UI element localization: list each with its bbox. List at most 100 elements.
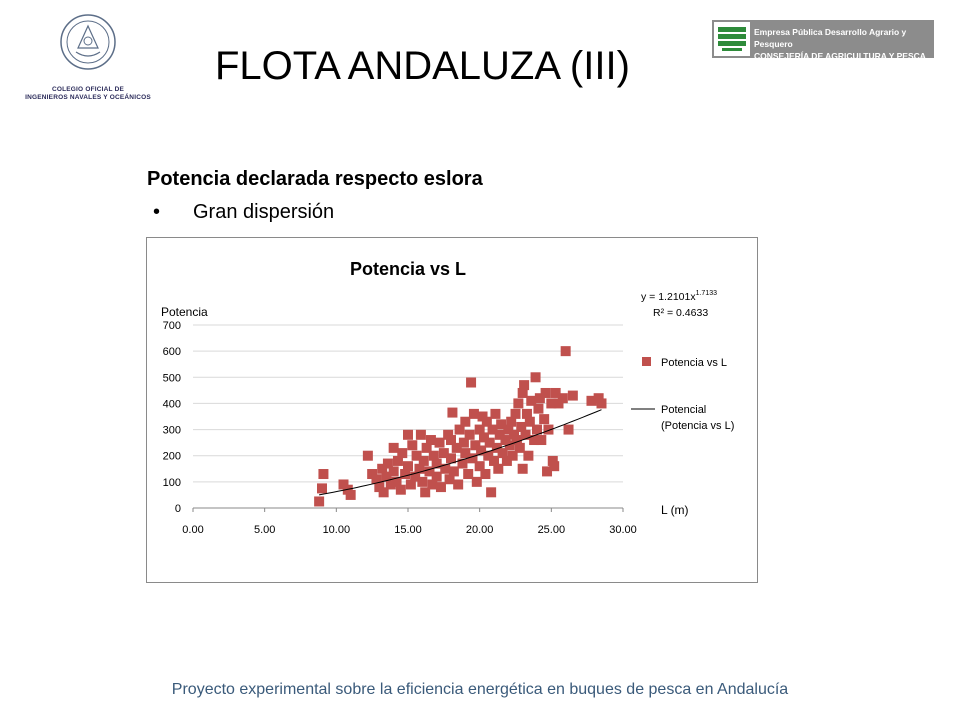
data-point <box>460 448 471 459</box>
data-point <box>400 469 411 480</box>
data-point <box>438 448 449 459</box>
data-point <box>446 435 456 446</box>
data-point <box>506 416 517 427</box>
data-point <box>460 416 471 427</box>
data-point <box>520 429 531 440</box>
data-point <box>391 476 402 487</box>
data-point <box>448 466 459 477</box>
data-point <box>496 419 507 430</box>
bullet-dot-icon: • <box>153 201 161 223</box>
data-point <box>474 424 485 435</box>
slide-subtitle: Potencia declarada respecto eslora <box>147 168 483 190</box>
x-tick-label: 30.00 <box>609 524 637 536</box>
data-point <box>517 387 528 398</box>
data-point <box>314 496 325 507</box>
data-point <box>378 487 389 498</box>
legend-label-trend-2: (Potencia vs L) <box>661 420 734 432</box>
data-point <box>447 407 458 418</box>
data-point <box>463 469 474 480</box>
y-axis-label: Potencia <box>161 305 208 319</box>
data-point <box>471 476 482 487</box>
data-point <box>440 463 451 474</box>
data-point <box>547 455 558 466</box>
data-point <box>434 437 445 448</box>
data-point <box>381 471 392 482</box>
data-point <box>529 435 540 446</box>
data-point <box>539 414 550 425</box>
data-point <box>550 387 561 398</box>
data-point <box>476 445 487 456</box>
data-point <box>474 461 485 472</box>
data-point <box>425 435 436 446</box>
data-point <box>533 403 544 414</box>
x-axis-label: L (m) <box>661 503 689 517</box>
chart-title: Potencia vs L <box>350 259 466 279</box>
bullet-item: • Gran dispersión <box>153 201 334 224</box>
junta-logo-line-2: CONSEJERÍA DE AGRICULTURA Y PESCA <box>754 51 926 61</box>
data-point <box>567 390 578 401</box>
data-point <box>586 395 597 406</box>
data-point <box>484 437 495 448</box>
data-point <box>318 469 329 480</box>
data-point <box>403 429 413 440</box>
data-point <box>557 393 568 404</box>
data-point <box>546 398 557 409</box>
data-point <box>497 448 508 459</box>
data-point <box>397 448 408 459</box>
data-point <box>458 437 469 448</box>
junta-emblem-icon <box>714 22 750 56</box>
data-point <box>504 440 515 451</box>
data-point <box>457 458 468 469</box>
data-point <box>560 346 571 357</box>
data-point <box>417 476 428 487</box>
data-point <box>507 450 518 461</box>
x-tick-label: 10.00 <box>323 524 351 536</box>
data-point <box>427 479 438 490</box>
data-point <box>523 450 534 461</box>
data-point <box>317 483 327 494</box>
data-point <box>483 450 494 461</box>
data-point <box>454 424 465 435</box>
data-point <box>493 463 504 474</box>
data-point <box>563 424 574 435</box>
data-point <box>510 408 521 419</box>
junta-andalucia-logo: Empresa Pública Desarrollo Agrario y Pes… <box>712 20 934 61</box>
data-point <box>421 442 432 453</box>
data-point <box>553 398 564 409</box>
data-point <box>453 479 464 490</box>
data-point <box>494 429 505 440</box>
data-point <box>477 411 488 422</box>
data-point <box>526 395 537 406</box>
data-point <box>405 479 416 490</box>
colegio-logo-text: COLEGIO OFICIAL DE INGENIEROS NAVALES Y … <box>25 86 151 101</box>
data-point <box>530 372 541 383</box>
y-tick-label: 300 <box>163 425 181 437</box>
data-point <box>431 458 442 469</box>
data-point <box>377 463 388 474</box>
legend-marker-points <box>642 357 651 366</box>
data-point <box>362 450 373 461</box>
x-tick-label: 25.00 <box>538 524 566 536</box>
trend-equation: y = 1.2101x1.7133 <box>641 290 717 303</box>
data-point <box>470 440 481 451</box>
scatter-chart: Potencia vs L Potencia 0 100 200 300 400 500 600… <box>161 259 734 536</box>
data-point <box>338 479 349 490</box>
r-squared-label: R² = 0.4633 <box>653 307 708 319</box>
data-point <box>428 450 439 461</box>
data-point <box>593 393 604 404</box>
data-point <box>503 424 514 435</box>
data-point <box>446 453 456 464</box>
data-point <box>514 442 525 453</box>
data-point <box>501 455 512 466</box>
data-point <box>345 489 356 500</box>
data-point <box>524 416 535 427</box>
colegio-logo: COLEGIO OFICIAL DE INGENIEROS NAVALES Y … <box>14 10 162 108</box>
data-point <box>388 466 399 477</box>
data-point <box>367 469 378 480</box>
x-tick-label: 15.00 <box>394 524 422 536</box>
data-point <box>451 442 462 453</box>
footer-text: Proyecto experimental sobre la eficienci… <box>171 681 789 698</box>
data-point <box>596 398 607 409</box>
y-tick-label: 0 <box>175 503 181 515</box>
data-point <box>466 377 477 388</box>
